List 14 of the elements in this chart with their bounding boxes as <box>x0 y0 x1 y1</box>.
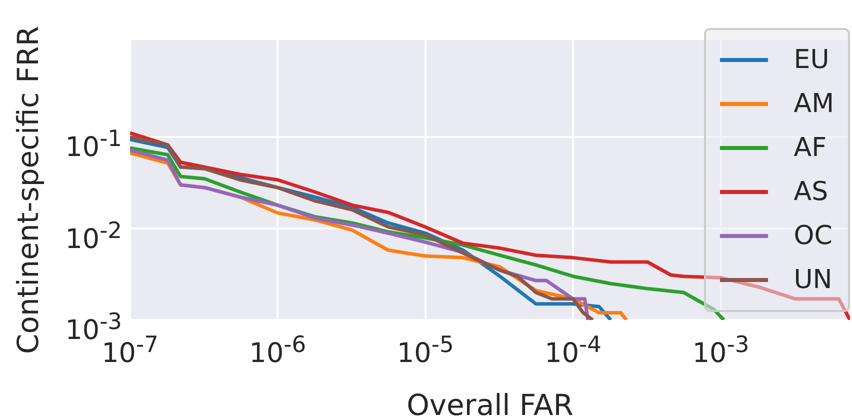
legend-label: AM <box>794 89 834 119</box>
x-tick-label: 10$^{-4}$ <box>544 331 602 371</box>
legend-label: OC <box>794 221 832 251</box>
y-tick-label: 10$^{-1}$ <box>65 125 122 166</box>
legend-label: UN <box>794 265 832 295</box>
y-axis-title: Continent-specific FRR <box>11 26 45 354</box>
x-tick-label: 10$^{-3}$ <box>691 331 750 371</box>
x-axis-title: Overall FAR <box>406 388 574 419</box>
legend-label: AS <box>794 177 828 207</box>
legend-label: EU <box>794 45 830 75</box>
x-tick-label: 10$^{-5}$ <box>396 331 455 371</box>
y-tick-label: 10$^{-2}$ <box>65 216 122 257</box>
x-tick-label: 10$^{-6}$ <box>248 331 308 371</box>
legend-label: AF <box>794 133 827 163</box>
